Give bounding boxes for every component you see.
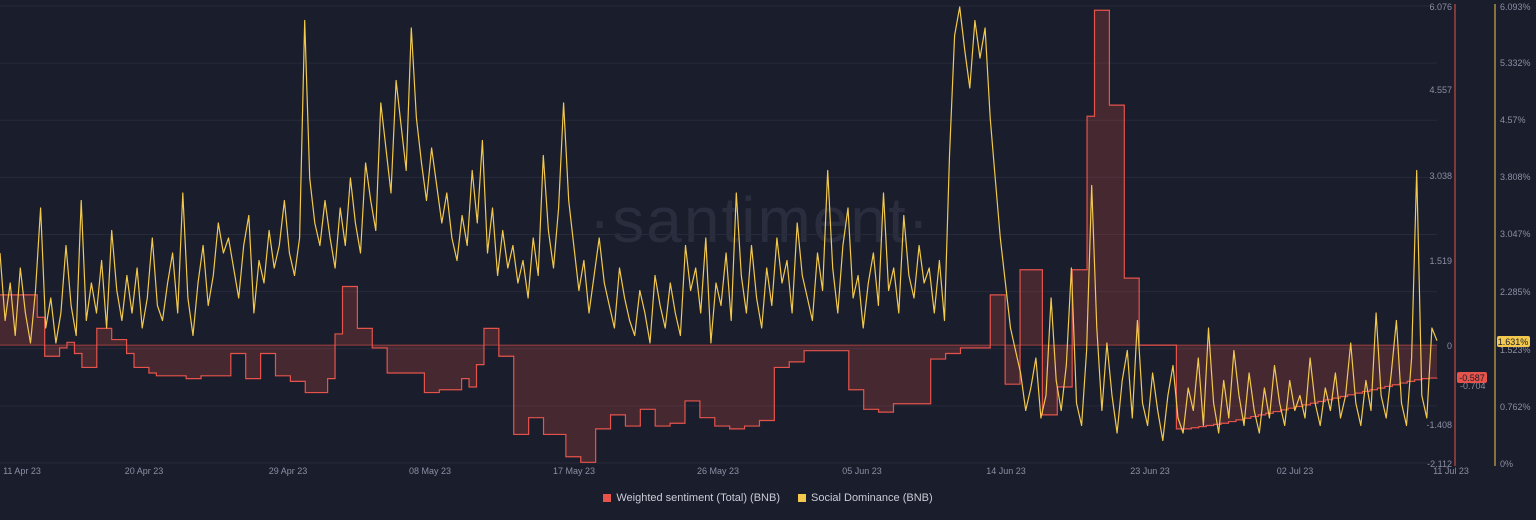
sentiment-badge (1457, 372, 1487, 383)
dominance-swatch (797, 494, 806, 502)
sentiment-line (0, 9, 1438, 463)
value-badges: -0.704-0.587 1.631% (1457, 336, 1530, 391)
right-tick-label: 2.285% (1500, 287, 1531, 297)
dominance-badge (1497, 336, 1530, 347)
right-tick-label: 3.808% (1500, 172, 1531, 182)
watermark: ·santiment· (589, 184, 931, 256)
right-tick-label: 1.523% (1500, 345, 1531, 355)
x-tick-label: 08 May 23 (409, 466, 451, 476)
right-axis-ticks: 6.093% 5.332% 4.57% 3.808% 3.047% 2.285% 1.523… (1500, 2, 1531, 469)
sentiment-series (0, 9, 1438, 463)
right-tick-label: 5.332% (1500, 58, 1531, 68)
x-tick-label: 20 Apr 23 (125, 466, 164, 476)
dominance-series (0, 6, 1438, 442)
left-tick-label: 1.519 (1429, 256, 1452, 266)
right-tick-label: 0% (1500, 459, 1513, 469)
x-tick-label: 23 Jun 23 (1130, 466, 1170, 476)
left-tick-label: -2.112 (1427, 459, 1452, 469)
x-tick-label: 02 Jul 23 (1277, 466, 1314, 476)
sentiment-area (0, 10, 1437, 463)
x-tick-label: 29 Apr 23 (269, 466, 308, 476)
right-tick-label: 0.762% (1500, 402, 1531, 412)
x-tick-label: 26 May 23 (697, 466, 739, 476)
right-tick-label: 4.57% (1500, 115, 1526, 125)
x-axis-ticks: 11 Apr 23 20 Apr 23 29 Apr 23 08 May 23 17 M… (3, 466, 1469, 476)
dominance-line (0, 6, 1438, 442)
sentiment-badge-label: -0.587 (1459, 373, 1485, 383)
right-tick-label: 6.093% (1500, 2, 1531, 12)
right-tick-label: 3.047% (1500, 229, 1531, 239)
x-tick-label: 05 Jun 23 (842, 466, 882, 476)
left-tick-label: 3.038 (1429, 171, 1452, 181)
x-tick-label: 11 Jul 23 (1433, 466, 1469, 476)
dominance-badge-label: 1.631% (1498, 337, 1529, 347)
legend: Weighted sentiment (Total) (BNB) Social … (0, 492, 1536, 504)
left-tick-label: -1.408 (1426, 420, 1452, 430)
x-tick-label: 17 May 23 (553, 466, 595, 476)
legend-item-sentiment[interactable]: Weighted sentiment (Total) (BNB) (603, 492, 780, 504)
legend-label-dominance: Social Dominance (BNB) (810, 492, 933, 504)
axes (1454, 4, 1496, 466)
left-axis-ticks: 6.076 4.557 3.038 1.519 0 -1.408 -2.112 (1426, 2, 1452, 469)
x-tick-label: 11 Apr 23 (3, 466, 41, 476)
legend-label-sentiment: Weighted sentiment (Total) (BNB) (616, 492, 780, 504)
legend-item-dominance[interactable]: Social Dominance (BNB) (797, 492, 933, 504)
sentiment-low-label: -0.704 (1460, 381, 1486, 391)
left-tick-label: 0 (1447, 341, 1452, 351)
left-tick-label: 4.557 (1429, 85, 1452, 95)
left-tick-label: 6.076 (1429, 2, 1452, 12)
x-tick-label: 14 Jun 23 (986, 466, 1026, 476)
sentiment-swatch (603, 494, 612, 502)
